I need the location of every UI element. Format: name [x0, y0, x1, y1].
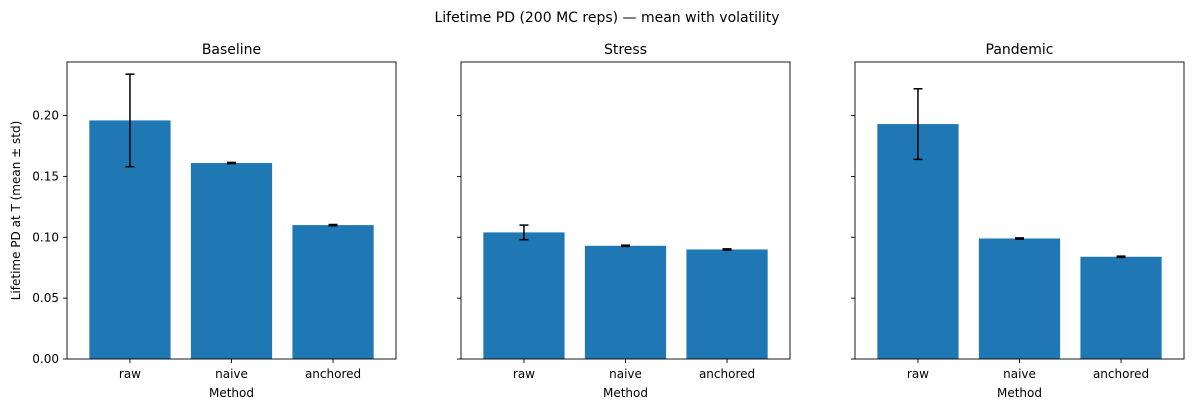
x-tick-label: raw: [907, 367, 929, 381]
y-tick-label: 0.20: [32, 109, 59, 123]
x-tick-label: naive: [1003, 367, 1036, 381]
bar-anchored: [292, 225, 374, 359]
panel-title: Baseline: [202, 42, 261, 58]
bar-anchored: [686, 249, 768, 359]
error-bar-raw: [125, 73, 135, 168]
bar-raw: [483, 232, 565, 359]
panels: raw naive anchored 0.00 0.05 0.10 0.15 0.20 Base…: [9, 42, 1185, 400]
figure-title: Lifetime PD (200 MC reps) — mean with vo…: [434, 10, 779, 26]
x-tick-label: naive: [609, 367, 642, 381]
bar-anchored: [1080, 256, 1162, 359]
y-axis-label: Lifetime PD at T (mean ± std): [9, 121, 23, 301]
y-tick-label: 0.10: [32, 230, 59, 244]
x-axis-label: Method: [997, 386, 1042, 400]
error-bar-anchored: [328, 223, 338, 227]
x-axis-label: Method: [209, 386, 254, 400]
panel-pandemic: raw naive anchored Pandemic Method: [851, 42, 1185, 400]
x-tick-label: raw: [513, 367, 535, 381]
x-tick-label: anchored: [699, 367, 755, 381]
y-tick-label: 0.00: [32, 352, 59, 366]
panel-title: Pandemic: [986, 42, 1054, 58]
panel-baseline: raw naive anchored 0.00 0.05 0.10 0.15 0.20 Base…: [9, 42, 397, 400]
error-bar-naive: [1015, 237, 1024, 240]
error-bar-naive: [227, 161, 236, 165]
bar-naive: [190, 163, 273, 359]
error-bar-raw: [519, 224, 529, 241]
x-axis-label: Method: [603, 386, 648, 400]
error-bar-anchored: [722, 248, 732, 251]
panel-title: Stress: [604, 42, 647, 58]
y-tick-label: 0.05: [32, 291, 59, 305]
error-bar-raw: [913, 88, 923, 161]
bar-raw: [877, 124, 959, 359]
bar-naive: [584, 245, 667, 359]
panel-stress: raw naive anchored Stress Method: [457, 42, 791, 400]
y-tick-label: 0.15: [32, 169, 59, 183]
error-bar-naive: [621, 244, 630, 248]
x-tick-label: raw: [119, 367, 141, 381]
x-tick-label: anchored: [305, 367, 361, 381]
bar-naive: [978, 238, 1061, 359]
x-tick-label: naive: [215, 367, 248, 381]
x-tick-label: anchored: [1093, 367, 1149, 381]
error-bar-anchored: [1116, 255, 1126, 259]
